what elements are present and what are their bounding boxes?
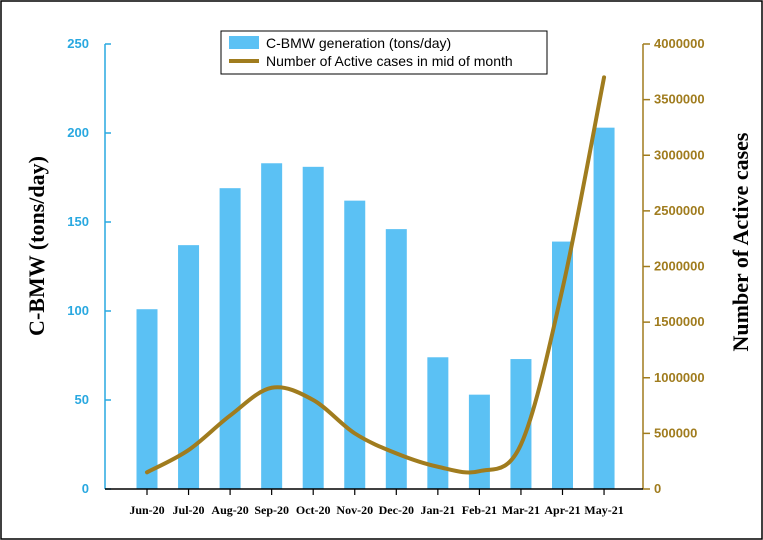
x-tick-label: Mar-21	[502, 503, 540, 517]
y-tick-label-right: 2500000	[654, 203, 705, 218]
legend: C-BMW generation (tons/day) Number of Ac…	[220, 30, 548, 75]
x-tick-label: Nov-20	[336, 503, 373, 517]
line-series	[145, 75, 607, 475]
y-tick-label-right: 2000000	[654, 259, 705, 274]
legend-swatch-bar	[229, 36, 259, 49]
x-tick-label: Sep-20	[254, 503, 289, 517]
legend-label-line: Number of Active cases in mid of month	[266, 53, 513, 69]
bar	[593, 127, 615, 489]
legend-label-bar: C-BMW generation (tons/day)	[266, 35, 451, 51]
y-tick-label-right: 3500000	[654, 92, 705, 107]
bar	[385, 229, 407, 489]
x-tick-label: Dec-20	[379, 503, 414, 517]
bar	[344, 200, 366, 489]
bar	[178, 245, 200, 489]
right-axis: 0 500000 1000000 1500000 2000000 2500000 30000…	[642, 36, 705, 496]
y-tick-label-right: 4000000	[654, 36, 705, 51]
x-axis: Jun-20 Jul-20 Aug-20 Sep-20 Oct-20 Nov-20 Dec-…	[105, 488, 643, 517]
y-tick-label-left: 150	[67, 214, 89, 229]
x-tick-label: Jan-21	[421, 503, 456, 517]
left-axis: 0 50 100 150 200 250	[67, 36, 111, 496]
x-tick-label: Jul-20	[173, 503, 205, 517]
y-tick-label-right: 1500000	[654, 314, 705, 329]
bar-series	[136, 127, 615, 489]
y-tick-label-left: 200	[67, 125, 89, 140]
y-tick-label-right: 0	[654, 481, 661, 496]
bar	[552, 241, 573, 489]
legend-box	[220, 30, 548, 75]
y-tick-label-right: 1000000	[654, 370, 705, 385]
y-tick-label-right: 3000000	[654, 147, 705, 162]
x-tick-label: May-21	[584, 503, 623, 517]
x-tick-label: Aug-20	[211, 503, 248, 517]
y-tick-label-left: 50	[75, 392, 89, 407]
y-tick-label-left: 100	[67, 303, 89, 318]
bar	[261, 163, 283, 489]
x-tick-label: Apr-21	[544, 503, 580, 517]
bar	[136, 309, 158, 489]
y-tick-label-left: 0	[82, 481, 89, 496]
y-axis-right-label: Number of Active cases	[728, 132, 753, 351]
bar	[302, 166, 324, 489]
bar	[427, 357, 449, 489]
y-tick-label-left: 250	[67, 36, 89, 51]
bar	[468, 394, 490, 489]
x-tick-label: Feb-21	[462, 503, 497, 517]
x-tick-label: Jun-20	[129, 503, 164, 517]
bar	[219, 188, 241, 489]
x-tick-label: Oct-20	[296, 503, 331, 517]
y-axis-left-label: C-BMW (tons/day)	[24, 156, 49, 336]
y-tick-label-right: 500000	[654, 425, 697, 440]
